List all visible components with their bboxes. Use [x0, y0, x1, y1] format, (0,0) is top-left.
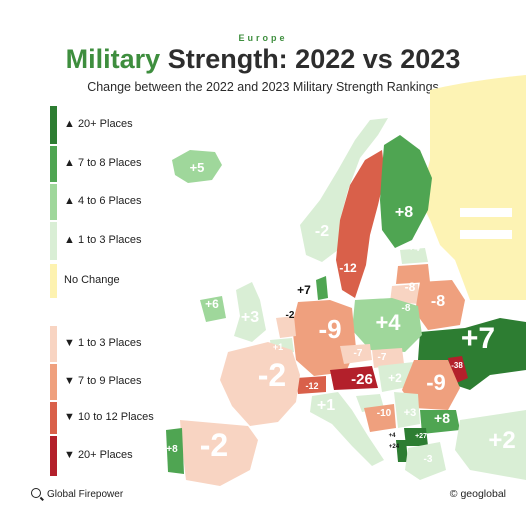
search-icon	[31, 488, 41, 498]
bulgaria	[420, 410, 460, 434]
country-change-label-iceland: +5	[190, 160, 205, 175]
country-change-label-latvia: -8	[405, 280, 416, 294]
country-change-label-romania: -9	[426, 370, 446, 395]
country-change-label-albania: +24	[389, 444, 400, 450]
country-change-label-czechia: -7	[354, 348, 363, 359]
legend-label: ▼ 20+ Places	[64, 449, 133, 461]
sweden	[336, 150, 385, 298]
page-subtitle: Change between the 2022 and 2023 Militar…	[87, 80, 439, 94]
page-title: Military Strength: 2022 vs 2023	[0, 44, 526, 75]
country-change-label-italy: +1	[317, 397, 335, 414]
legend-swatch	[50, 436, 57, 476]
country-change-label-austria: -26	[351, 371, 373, 388]
legend-swatch	[50, 146, 57, 182]
france	[220, 342, 300, 426]
equals-bottom-bar	[460, 230, 512, 239]
russia-region	[420, 75, 526, 300]
country-change-label-finland: +8	[395, 204, 413, 221]
germany	[292, 300, 356, 376]
country-change-label-netherlands: -2	[286, 310, 295, 321]
country-change-label-greece: -3	[424, 454, 433, 465]
title-rest: Strength: 2022 vs 2023	[167, 44, 461, 74]
country-change-label-germany: -9	[318, 314, 341, 344]
author-credit: © geoglobal	[449, 488, 506, 500]
region-eyebrow: Europe	[238, 33, 288, 43]
uk	[234, 282, 266, 342]
country-change-label-montenegro: +4	[389, 433, 397, 439]
country-change-label-croatia: +3	[404, 407, 417, 419]
bosnia	[364, 404, 396, 432]
legend-label: ▲ 1 to 3 Places	[64, 234, 142, 246]
denmark	[316, 276, 328, 300]
country-change-label-bosnia: -10	[377, 408, 392, 419]
country-change-label-denmark: +7	[297, 283, 311, 297]
legend-swatch	[50, 184, 57, 220]
country-change-label-uk: +3	[241, 309, 259, 326]
source-label: Global Firepower	[47, 489, 124, 500]
finland	[380, 135, 432, 248]
belarus	[415, 280, 465, 330]
country-change-label-lithuania: -8	[402, 303, 411, 314]
serbia	[394, 392, 420, 428]
poland	[352, 298, 422, 352]
country-change-label-ireland: +6	[205, 297, 219, 311]
albania	[396, 440, 408, 462]
turkey	[455, 410, 526, 480]
country-change-label-turkey: +2	[488, 427, 515, 454]
country-change-label-moldova: -38	[451, 361, 463, 370]
country-change-label-norway: -2	[315, 223, 329, 240]
country-change-label-france: -2	[258, 357, 286, 393]
country-change-label-spain: -2	[200, 427, 228, 463]
country-change-label-belgium: +1	[273, 342, 283, 352]
source-credit: Global Firepower	[31, 488, 123, 500]
legend-label: ▲ 20+ Places	[64, 118, 133, 130]
iceland	[172, 150, 222, 183]
country-change-label-ukraine: +7	[461, 322, 495, 355]
legend-swatch	[50, 364, 57, 400]
country-change-label-estonia: +4	[408, 243, 420, 254]
legend-label: ▼ 1 to 3 Places	[64, 337, 142, 349]
czechia	[340, 344, 372, 364]
country-change-label-switzerland: -12	[305, 381, 318, 391]
latvia	[396, 264, 430, 284]
spain	[180, 420, 258, 486]
legend-label: ▲ 7 to 8 Places	[64, 157, 142, 169]
switzerland	[296, 376, 326, 394]
legend-swatch	[50, 106, 57, 144]
legend-swatch	[50, 222, 57, 260]
legend-swatch	[50, 264, 57, 298]
legend-swatch	[50, 326, 57, 362]
ireland	[200, 296, 226, 322]
country-change-label-poland: +4	[375, 310, 401, 335]
legend-label: ▼ 10 to 12 Places	[64, 411, 154, 423]
country-change-label-portugal: +8	[166, 444, 178, 455]
portugal	[166, 428, 184, 474]
legend-label: ▼ 7 to 9 Places	[64, 375, 142, 387]
equals-top-bar	[460, 208, 512, 217]
legend-label: ▲ 4 to 6 Places	[64, 195, 142, 207]
country-change-label-slovakia: -7	[378, 352, 387, 363]
country-change-label-hungary: +2	[388, 371, 402, 385]
netherlands	[276, 316, 296, 338]
austria	[330, 366, 378, 390]
legend-swatch	[50, 402, 57, 434]
legend-label: No Change	[64, 274, 120, 286]
lithuania	[390, 284, 420, 304]
country-change-label-belarus: -8	[431, 293, 445, 310]
country-change-label-bulgaria: +8	[434, 410, 450, 426]
greece	[405, 442, 446, 480]
norway	[300, 118, 388, 262]
slovakia	[372, 348, 404, 368]
title-accent: Military	[65, 44, 161, 74]
italy	[310, 392, 384, 466]
estonia	[400, 248, 428, 264]
country-change-label-sweden: -12	[339, 261, 357, 275]
north-macedonia	[404, 428, 428, 446]
country-change-label-north-macedonia: +27	[415, 433, 427, 440]
